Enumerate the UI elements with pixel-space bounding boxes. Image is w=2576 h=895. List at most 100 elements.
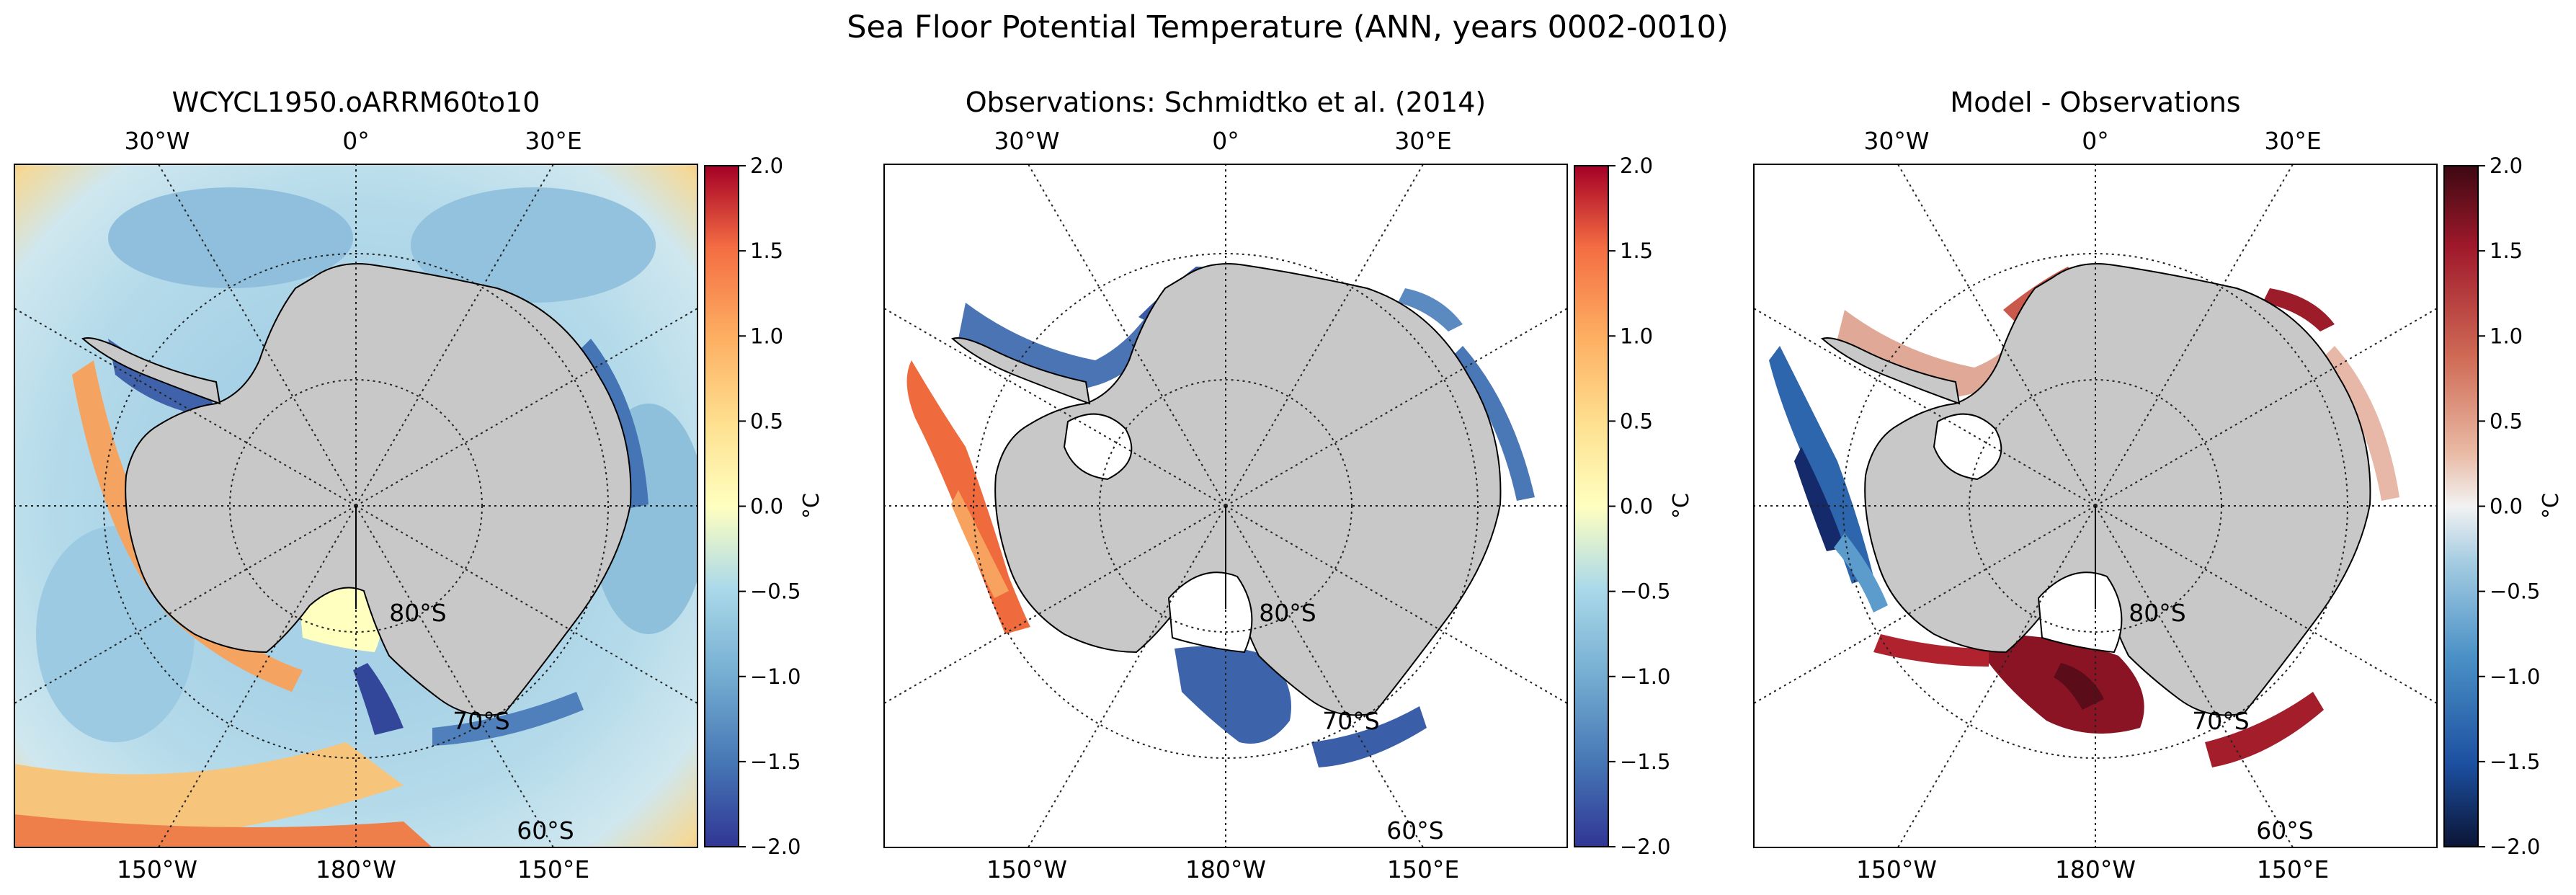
antarctic-peninsula <box>81 337 221 405</box>
panel-model: WCYCL1950.oARRM60to10 <box>14 86 824 883</box>
colorbar-tick-label: −0.5 <box>750 579 801 604</box>
panel-observations: Observations: Schmidtko et al. (2014) <box>883 86 1694 883</box>
colorbar-label: °C <box>2539 493 2564 519</box>
colorbar-tick-label: −1.0 <box>2490 664 2540 689</box>
colorbar-tick-label: 2.0 <box>1620 153 1653 178</box>
colorbar-label: °C <box>1669 493 1694 519</box>
colorbar-tick-label: −2.0 <box>750 834 801 859</box>
colorbar-tick-label: 0.5 <box>1620 409 1653 433</box>
panel-difference: Model - Observations <box>1753 86 2564 883</box>
colorbar-label: °C <box>799 493 824 519</box>
ice-shelf-weddell <box>1063 413 1133 481</box>
colorbar-tick-label: −0.5 <box>1620 579 1670 604</box>
warm-band <box>14 742 404 847</box>
lon-label-bottom: 150°E <box>2257 855 2329 883</box>
antarctica-land <box>125 263 632 716</box>
lon-label-bottom: 150°E <box>517 855 589 883</box>
lon-label-bottom: 180°W <box>316 855 396 883</box>
map-frame <box>883 164 1568 848</box>
lat-label: 80°S <box>2129 599 2185 627</box>
lon-label-top: 0° <box>342 127 370 155</box>
lat-label: 70°S <box>2192 707 2249 735</box>
lat-label: 80°S <box>1259 599 1316 627</box>
cold-shelf <box>1398 288 1463 331</box>
lon-label-bottom: 150°W <box>986 855 1067 883</box>
lon-label-top: 0° <box>1212 127 1239 155</box>
colorbar-tick-label: 0.5 <box>750 409 783 433</box>
cold-anomaly <box>1769 346 1873 584</box>
colorbar-tick-label: 0.0 <box>2490 494 2523 519</box>
lon-label-top: 30°E <box>2264 127 2321 155</box>
ice-shelf-ross <box>2037 571 2123 654</box>
colorbar: 2.0 1.5 1.0 0.5 0.0 −0.5 −1.0 −1.5 −2.0 °C <box>1574 153 1694 859</box>
colorbar-tick-label: −1.0 <box>1620 664 1670 689</box>
colorbar-tick-label: −1.5 <box>1620 749 1670 774</box>
warm-anomaly <box>2263 288 2335 331</box>
lon-label-bottom: 150°W <box>1856 855 1937 883</box>
colorbar-tick-label: 1.5 <box>750 239 783 263</box>
ocean-patch <box>108 187 353 288</box>
panel-title: Observations: Schmidtko et al. (2014) <box>966 86 1486 118</box>
lon-label-top: 30°W <box>124 127 190 155</box>
colorbar-tick-label: 0.0 <box>1620 494 1653 519</box>
colorbar-tick-label: 2.0 <box>2490 153 2523 178</box>
lon-label-bottom: 150°E <box>1387 855 1459 883</box>
warm-coast <box>951 490 1009 598</box>
lon-label-bottom: 150°W <box>117 855 197 883</box>
warm-anomaly <box>1837 310 2032 396</box>
colorbar-tick-label: −0.5 <box>2490 579 2540 604</box>
colorbar-tick-label: 0.5 <box>2490 409 2523 433</box>
graticule <box>1754 164 2437 847</box>
antarctic-peninsula <box>951 337 1091 405</box>
colorbar-gradient <box>704 165 739 847</box>
lat-label: 80°S <box>389 599 446 627</box>
colorbar-tick-label: −2.0 <box>2490 834 2540 859</box>
ocean-patch <box>411 187 656 303</box>
lon-label-top: 30°W <box>994 127 1059 155</box>
panel-title: Model - Observations <box>1950 86 2240 118</box>
warm-anomaly <box>1873 634 1989 667</box>
warm-edge <box>14 814 432 847</box>
graticule <box>14 164 698 847</box>
colorbar: 2.0 1.5 1.0 0.5 0.0 −0.5 −1.0 −1.5 −2.0 °C <box>2443 153 2564 859</box>
cold-shelf <box>1311 706 1427 767</box>
cold-anomaly <box>1794 447 1845 551</box>
map-frame <box>1753 164 2438 848</box>
cold-shelf <box>353 663 404 735</box>
lat-label: 60°S <box>517 816 574 845</box>
colorbar-tick-label: 1.0 <box>2490 324 2523 348</box>
lon-label-top: 0° <box>2082 127 2109 155</box>
lon-label-top: 30°W <box>1863 127 1929 155</box>
ice-shelf-weddell <box>1933 413 2002 481</box>
colorbar-tick-label: 1.0 <box>750 324 783 348</box>
cold-shelf-ross <box>1175 646 1291 744</box>
map-frame <box>14 164 698 848</box>
warm-anomaly <box>2054 663 2104 710</box>
colorbar-gradient <box>1574 165 1609 847</box>
colorbar-tick-label: 0.0 <box>750 494 783 519</box>
colorbar-tick-label: 1.0 <box>1620 324 1653 348</box>
lat-label: 60°S <box>1386 816 1443 845</box>
panel-title: WCYCL1950.oARRM60to10 <box>172 86 540 118</box>
warm-coast <box>906 360 1030 634</box>
graticule <box>884 164 1567 847</box>
colorbar-tick-label: −2.0 <box>1620 834 1670 859</box>
lon-label-top: 30°E <box>525 127 581 155</box>
colorbar-tick-label: 2.0 <box>750 153 783 178</box>
lon-label-top: 30°E <box>1394 127 1451 155</box>
lat-label: 70°S <box>453 707 509 735</box>
colorbar-tick-label: 1.5 <box>1620 239 1653 263</box>
warm-anomaly <box>2205 692 2324 767</box>
colorbar-gradient <box>2443 165 2479 847</box>
cold-shelf <box>958 303 1153 389</box>
colorbar-tick-label: 1.5 <box>2490 239 2523 263</box>
colorbar-tick-label: −1.5 <box>750 749 801 774</box>
lon-label-bottom: 180°W <box>2055 855 2136 883</box>
cold-shelf <box>432 692 584 746</box>
colorbar-tick-label: −1.5 <box>2490 749 2540 774</box>
lon-label-bottom: 180°W <box>1185 855 1266 883</box>
lat-label: 60°S <box>2256 816 2313 845</box>
antarctic-peninsula <box>1821 337 1961 405</box>
colorbar-tick-label: −1.0 <box>750 664 801 689</box>
